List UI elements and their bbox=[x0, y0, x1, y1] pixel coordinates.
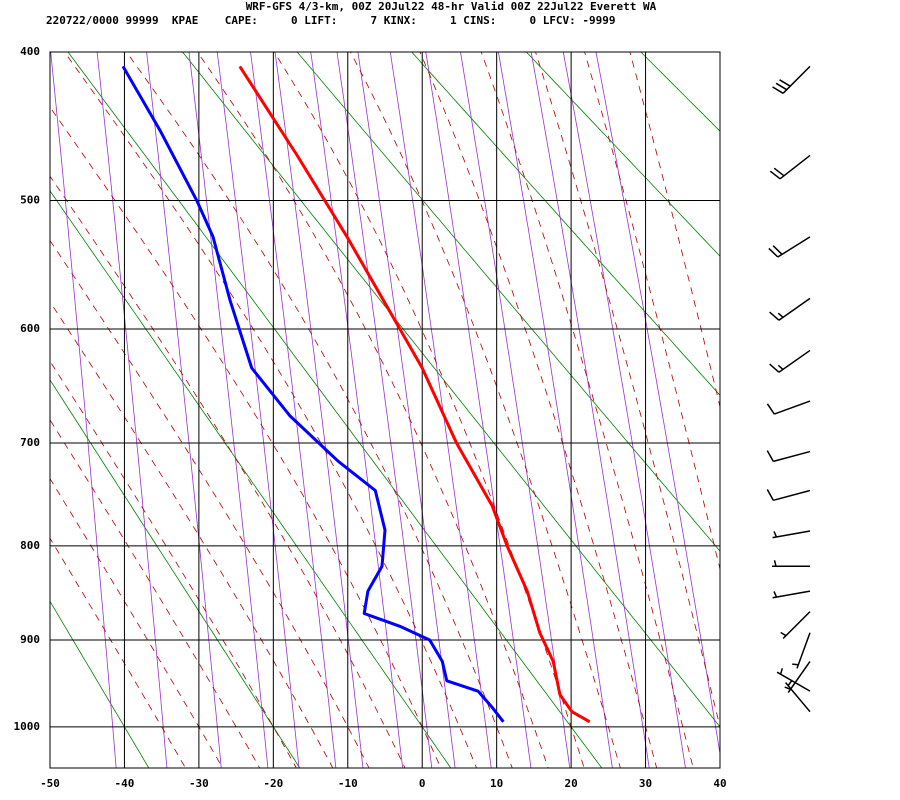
reference-line bbox=[411, 52, 720, 396]
reference-line bbox=[182, 52, 720, 728]
chart-subtitle: 220722/0000 99999 KPAE CAPE: 0 LIFT: 7 K… bbox=[46, 14, 616, 27]
y-tick-label: 500 bbox=[20, 193, 40, 206]
wind-barb bbox=[780, 611, 811, 640]
reference-line bbox=[50, 419, 261, 768]
reference-line bbox=[349, 52, 621, 768]
wind-barb bbox=[766, 450, 811, 463]
y-tick-label: 400 bbox=[20, 45, 40, 58]
reference-line bbox=[562, 52, 686, 768]
reference-line bbox=[629, 52, 720, 409]
reference-line bbox=[50, 190, 452, 768]
wind-barb bbox=[776, 668, 811, 692]
reference-line bbox=[273, 52, 585, 768]
y-tick-label: 800 bbox=[20, 539, 40, 552]
reference-line bbox=[50, 477, 224, 768]
reference-line bbox=[357, 52, 456, 768]
chart-title: WRF-GFS 4/3-km, 00Z 20Jul22 48-hr Valid … bbox=[246, 0, 657, 13]
reference-line bbox=[389, 52, 492, 768]
reference-line bbox=[535, 52, 720, 729]
reference-line bbox=[50, 537, 186, 768]
x-tick-label: 30 bbox=[639, 777, 652, 790]
reference-line bbox=[530, 52, 650, 768]
reference-line bbox=[595, 52, 720, 756]
profile-line bbox=[238, 65, 591, 724]
y-tick-label: 900 bbox=[20, 633, 40, 646]
reference-line bbox=[310, 52, 404, 768]
wind-barb bbox=[785, 680, 811, 713]
wind-barb bbox=[766, 489, 811, 502]
x-tick-label: 10 bbox=[490, 777, 503, 790]
reference-line bbox=[188, 52, 269, 768]
reference-line bbox=[216, 52, 300, 768]
reference-line bbox=[50, 106, 442, 768]
wind-barb bbox=[792, 632, 811, 669]
wind-barb bbox=[768, 236, 811, 258]
reference-line bbox=[296, 52, 720, 552]
reference-line bbox=[497, 52, 613, 768]
reference-line bbox=[96, 52, 168, 768]
thermo-lines bbox=[50, 52, 720, 768]
reference-line bbox=[63, 52, 478, 768]
wind-barb bbox=[772, 590, 811, 599]
reference-line bbox=[480, 52, 694, 768]
reference-line bbox=[584, 52, 720, 572]
wind-barb bbox=[784, 661, 811, 694]
x-tick-label: -10 bbox=[338, 777, 358, 790]
x-tick-label: 40 bbox=[713, 777, 726, 790]
reference-line bbox=[250, 52, 337, 768]
x-tick-label: -30 bbox=[189, 777, 209, 790]
plot-frame bbox=[49, 51, 721, 769]
reference-line bbox=[50, 379, 301, 768]
wind-barb bbox=[769, 349, 811, 373]
reference-line bbox=[125, 52, 513, 768]
reference-line bbox=[50, 600, 150, 768]
y-tick-label: 600 bbox=[20, 322, 40, 335]
x-tick-label: -50 bbox=[40, 777, 60, 790]
y-tick-label: 700 bbox=[20, 436, 40, 449]
reference-line bbox=[50, 52, 117, 768]
reference-line bbox=[146, 52, 222, 768]
wind-barb bbox=[772, 65, 811, 94]
profile-line bbox=[121, 65, 505, 723]
reference-line bbox=[336, 52, 433, 768]
x-tick-label: 0 bbox=[419, 777, 426, 790]
wind-barb bbox=[772, 530, 811, 539]
reference-line bbox=[196, 52, 549, 768]
x-tick-label: 20 bbox=[564, 777, 577, 790]
wind-barb bbox=[766, 400, 811, 415]
wind-barb bbox=[769, 297, 811, 321]
reference-line bbox=[50, 175, 406, 768]
y-tick-label: 1000 bbox=[14, 720, 41, 733]
wind-barb bbox=[769, 154, 811, 180]
reference-line bbox=[425, 52, 532, 768]
reference-line bbox=[67, 52, 603, 768]
wind-barb bbox=[771, 560, 811, 568]
x-tick-label: -40 bbox=[115, 777, 135, 790]
x-tick-label: -20 bbox=[263, 777, 283, 790]
